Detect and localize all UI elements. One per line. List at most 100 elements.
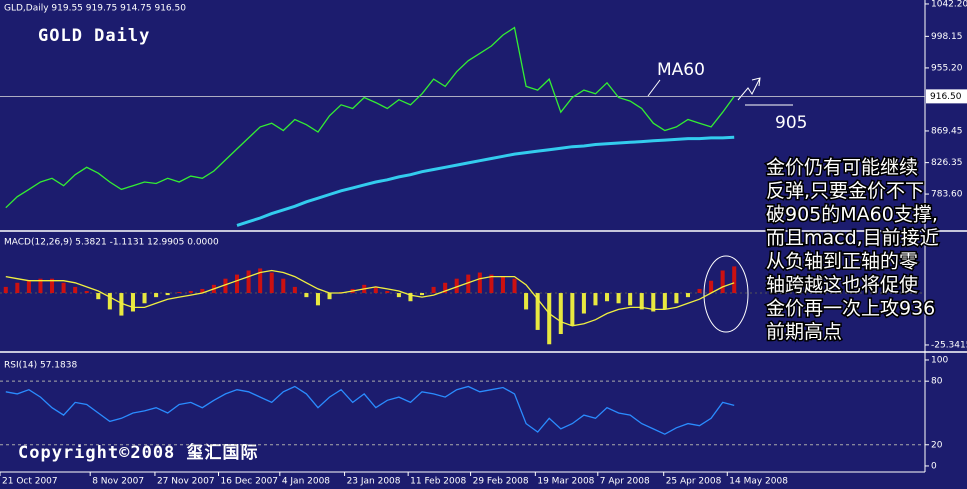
annotation: 905: [775, 113, 807, 133]
histogram-bar: [246, 270, 251, 294]
histogram-bar: [558, 293, 563, 335]
y-tick-label: -25.3415: [931, 340, 967, 350]
y-tick-label: 100: [931, 355, 948, 365]
histogram-bar: [466, 274, 471, 294]
histogram-bar: [188, 290, 193, 294]
histogram-bar: [96, 293, 101, 300]
note-line: 从负轴到正轴的零: [766, 251, 918, 273]
histogram-bar: [258, 268, 263, 294]
histogram-bar: [616, 293, 621, 304]
x-tick-label: 19 Mar 2008: [537, 477, 594, 487]
histogram-bar: [73, 286, 78, 294]
histogram-bar: [223, 278, 228, 294]
y-tick-label: 955.20: [931, 63, 963, 73]
y-tick-label: 20: [931, 440, 943, 450]
histogram-bar: [639, 293, 644, 310]
histogram-bar: [697, 288, 702, 294]
pointer: [647, 79, 661, 97]
histogram-bar: [292, 286, 297, 294]
y-tick-label: 826.35: [931, 158, 963, 168]
histogram-bar: [130, 293, 135, 312]
x-tick-label: 29 Feb 2008: [473, 477, 529, 487]
x-tick-label: 27 Nov 2007: [157, 477, 215, 487]
histogram-bar: [732, 266, 737, 294]
histogram-bar: [50, 278, 55, 294]
note-line: 而且macd,目前接近: [766, 227, 939, 249]
x-tick-label: 11 Feb 2008: [410, 477, 466, 487]
histogram-bar: [420, 293, 425, 296]
histogram-bar: [628, 293, 633, 306]
histogram-bar: [512, 278, 517, 294]
annotation: MA60: [657, 60, 705, 80]
header: GLD,Daily 919.55 919.75 914.75 916.50: [4, 4, 186, 14]
y-tick-label: 0: [931, 461, 937, 471]
histogram-bar: [524, 293, 529, 310]
histogram-bar: [84, 290, 89, 294]
note-line: 破905的MA60支撑,: [766, 204, 938, 226]
arrow: [737, 77, 761, 101]
current-price-label: 916.50: [930, 92, 962, 102]
histogram-bar: [443, 282, 448, 294]
histogram-bar: [200, 288, 205, 294]
histogram-bar: [373, 286, 378, 294]
series-line: [5, 269, 735, 327]
histogram-bar: [662, 293, 667, 310]
x-tick-label: 7 Apr 2008: [600, 477, 650, 487]
x-tick-label: 4 Jan 2008: [282, 477, 330, 487]
histogram-bar: [142, 293, 147, 304]
y-tick-label: 869.45: [931, 126, 963, 136]
histogram-bar: [315, 293, 320, 306]
histogram-bar: [651, 293, 656, 312]
histogram-bar: [107, 293, 112, 310]
histogram-bar: [593, 293, 598, 306]
histogram-bar: [570, 293, 575, 326]
note-line: 金价再一次上攻936: [766, 298, 935, 320]
copyright: Copyright©2008 玺汇国际: [18, 442, 259, 463]
histogram-bar: [327, 293, 332, 300]
histogram-bar: [38, 278, 43, 294]
y-tick-label: 1042.20: [931, 0, 967, 9]
histogram-bar: [535, 293, 540, 330]
histogram-bar: [605, 293, 610, 302]
series-line: [236, 135, 735, 227]
histogram-bar: [61, 282, 66, 294]
histogram-bar: [304, 293, 309, 298]
histogram-bar: [269, 272, 274, 294]
histogram-bar: [581, 293, 586, 314]
histogram-bar: [154, 293, 159, 298]
x-tick-label: 16 Dec 2007: [221, 477, 279, 487]
histogram-bar: [685, 293, 690, 298]
x-tick-label: 21 Oct 2007: [2, 477, 58, 487]
histogram-bar: [477, 272, 482, 294]
histogram-bar: [547, 293, 552, 345]
current-price-box: [926, 89, 967, 104]
series-line: [5, 385, 735, 435]
series-line: [5, 26, 735, 209]
histogram-bar: [408, 293, 413, 302]
histogram-bar: [674, 293, 679, 304]
histogram-bar: [500, 276, 505, 294]
histogram-bar: [709, 280, 714, 294]
x-tick-label: 8 Nov 2007: [92, 477, 144, 487]
note-line: 前期高点: [766, 321, 842, 343]
header: MACD(12,26,9) 5.3821 -1.1131 12.9905 0.0…: [4, 238, 219, 248]
histogram-bar: [165, 293, 170, 296]
histogram-bar: [235, 274, 240, 294]
highlight-ellipse: [703, 255, 749, 333]
histogram-bar: [281, 278, 286, 294]
histogram-bar: [177, 292, 182, 294]
chart-title: GOLD Daily: [38, 26, 150, 46]
note-line: 金价仍有可能继续: [766, 157, 918, 179]
histogram-bar: [15, 282, 20, 294]
x-tick-label: 25 Apr 2008: [666, 477, 722, 487]
histogram-bar: [396, 293, 401, 298]
histogram-bar: [431, 286, 436, 294]
x-tick-label: 23 Jan 2008: [347, 477, 401, 487]
histogram-bar: [720, 270, 725, 294]
histogram-bar: [119, 293, 124, 316]
histogram-bar: [454, 278, 459, 294]
histogram-bar: [489, 274, 494, 294]
y-tick-label: 80: [931, 377, 943, 387]
